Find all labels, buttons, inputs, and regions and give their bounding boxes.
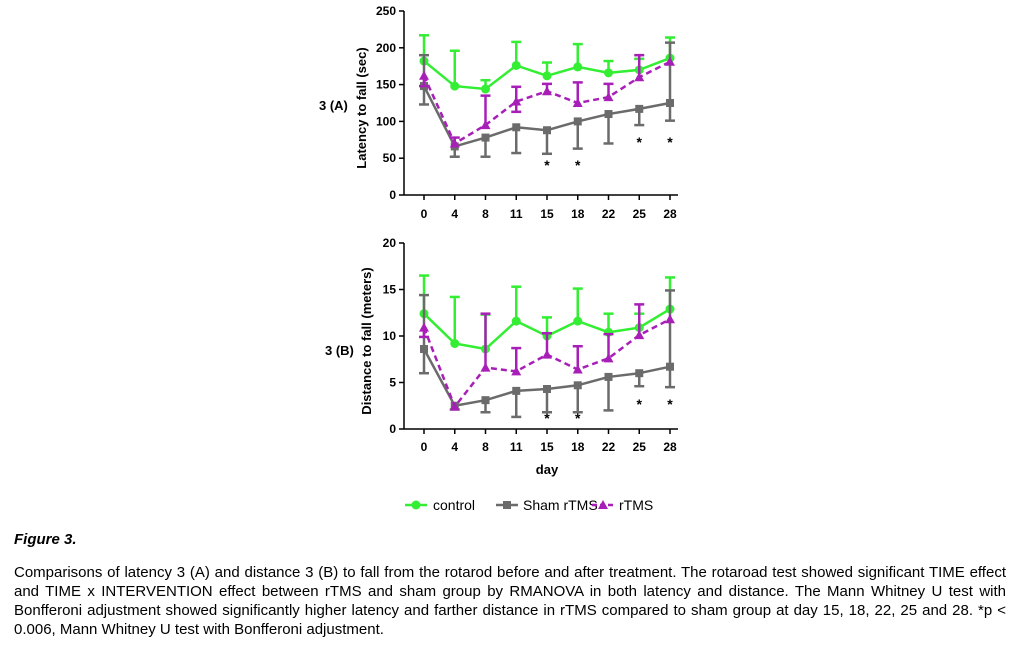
panel-label: 3 (A) — [319, 98, 348, 113]
rtms-point — [634, 72, 645, 82]
control-point — [573, 316, 583, 326]
x-tick-label: 8 — [482, 207, 489, 221]
x-tick-label: 28 — [663, 440, 677, 454]
figure-title: Figure 3. — [14, 531, 77, 548]
rtms-point — [480, 362, 491, 372]
x-tick-label: 11 — [510, 207, 523, 221]
sham-rtms-point — [666, 362, 674, 371]
rtms-point — [542, 349, 552, 359]
x-tick-label: 11 — [510, 440, 523, 454]
x-tick-label: 22 — [602, 440, 616, 454]
rtms-point — [480, 120, 491, 130]
significance-star: * — [575, 410, 581, 426]
y-tick-label: 5 — [389, 376, 396, 390]
x-tick-label: 0 — [421, 440, 428, 454]
x-tick-label: 25 — [633, 207, 647, 221]
sham-rtms-point — [481, 396, 490, 405]
rtms-point — [603, 353, 614, 363]
control-point — [542, 71, 552, 81]
significance-star: * — [544, 157, 550, 173]
chart-panel-a: 0 50 100 150 200 250 0 4 8 11 15 18 22 25 28 Latency to… — [319, 4, 678, 221]
y-tick-label: 0 — [389, 188, 396, 202]
rtms-point — [572, 98, 583, 107]
control-point — [511, 316, 521, 326]
sham-rtms-point — [512, 386, 521, 395]
rtms-point — [572, 364, 583, 374]
rtms-point — [511, 96, 522, 106]
y-tick-label: 250 — [376, 4, 396, 18]
y-tick-label: 10 — [383, 329, 397, 343]
x-tick-label: 25 — [633, 440, 647, 454]
x-tick-label: 15 — [540, 207, 554, 221]
control-point — [604, 68, 613, 78]
x-tick-label: 22 — [602, 207, 616, 221]
sham-rtms-point — [543, 126, 551, 135]
rtms-point — [665, 314, 675, 324]
rtms-point — [449, 401, 460, 411]
rtms-legend-label: rTMS — [619, 497, 653, 513]
rtms-point — [449, 138, 460, 148]
y-tick-label: 0 — [389, 422, 396, 436]
x-tick-label: 0 — [421, 207, 428, 221]
control-legend-marker — [411, 500, 421, 510]
y-tick-label: 200 — [376, 41, 396, 55]
significance-star: * — [637, 134, 643, 150]
x-tick-label: 4 — [451, 440, 458, 454]
control-point — [573, 62, 583, 72]
control-point — [450, 338, 460, 348]
x-tick-label: 18 — [571, 207, 585, 221]
x-tick-label: 4 — [451, 207, 458, 221]
x-tick-label: 18 — [571, 440, 585, 454]
panel-label: 3 (B) — [325, 343, 354, 358]
rtms-point — [419, 70, 429, 80]
sham-rtms-point — [573, 117, 582, 126]
control-point — [450, 81, 460, 91]
sham-rtms-legend-label: Sham rTMS — [523, 497, 598, 513]
rtms-point — [603, 92, 614, 102]
sham-rtms-point — [635, 104, 644, 113]
rtms-point — [634, 330, 645, 340]
y-tick-label: 100 — [376, 114, 396, 128]
significance-star: * — [544, 410, 550, 426]
y-tick-label: 15 — [383, 283, 397, 297]
figure-caption: Comparisons of latency 3 (A) and distanc… — [14, 564, 1006, 638]
control-point — [511, 60, 521, 70]
sham-rtms-point — [635, 369, 644, 378]
sham-rtms-point — [604, 372, 613, 381]
sham-rtms-point — [666, 99, 674, 107]
sham-rtms-legend-marker — [503, 501, 511, 509]
rtms-point — [419, 322, 429, 332]
x-tick-label: 28 — [663, 207, 677, 221]
sham-rtms-point — [573, 381, 582, 390]
x-tick-label: 15 — [540, 440, 554, 454]
sham-rtms-point — [481, 133, 490, 142]
significance-star: * — [575, 157, 581, 173]
chart-panel-b: 0 5 10 15 20 0 4 8 11 15 18 22 25 28 Distance to fall … — [325, 236, 678, 477]
x-tick-label: 8 — [482, 440, 489, 454]
y-tick-label: 20 — [383, 236, 397, 250]
sham-rtms-point — [543, 385, 551, 394]
sham-rtms-point — [420, 345, 428, 354]
sham-rtms-point — [604, 110, 613, 119]
significance-star: * — [667, 396, 673, 412]
rtms-point — [542, 86, 552, 96]
rtms-point — [511, 366, 522, 376]
legend: control Sham rTMS rTMS — [405, 497, 653, 513]
x-axis-label: day — [536, 462, 559, 477]
y-tick-label: 50 — [383, 151, 397, 165]
rtms-point — [665, 56, 675, 66]
significance-star: * — [667, 134, 673, 150]
sham-rtms-point — [512, 123, 521, 132]
control-point — [481, 84, 490, 94]
control-legend-label: control — [433, 497, 475, 513]
y-axis-label: Distance to fall (meters) — [359, 267, 374, 414]
y-tick-label: 150 — [376, 78, 396, 92]
y-axis-label: Latency to fall (sec) — [354, 47, 369, 168]
significance-star: * — [637, 396, 643, 412]
rtms-legend-marker — [598, 500, 608, 509]
